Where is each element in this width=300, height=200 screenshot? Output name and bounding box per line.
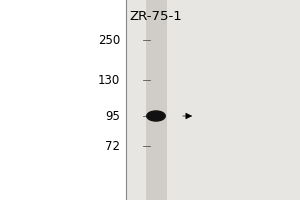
- Bar: [146, 0, 167, 200]
- Text: 130: 130: [98, 73, 120, 86]
- Ellipse shape: [147, 111, 165, 121]
- Text: ZR-75-1: ZR-75-1: [130, 10, 182, 23]
- Text: 250: 250: [98, 33, 120, 46]
- Bar: [126, 0, 300, 200]
- Text: 95: 95: [105, 110, 120, 122]
- Text: 72: 72: [105, 140, 120, 152]
